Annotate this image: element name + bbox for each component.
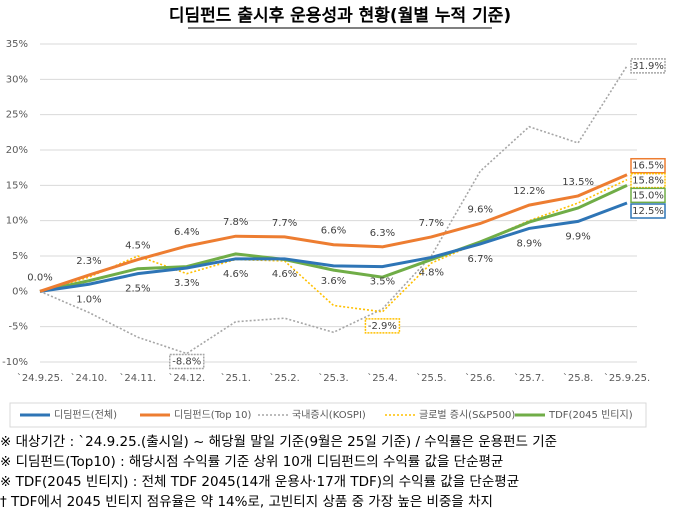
- data-label: 2.3%: [76, 256, 101, 267]
- series-line: [39, 173, 628, 293]
- y-tick-label: -5%: [9, 322, 28, 333]
- data-label: 4.6%: [272, 269, 297, 280]
- x-tick-label: `25.8.: [563, 372, 593, 384]
- data-label: 6.6%: [321, 226, 346, 237]
- label-box: [169, 353, 205, 370]
- data-label: 3.6%: [321, 276, 346, 287]
- data-label: 7.7%: [272, 218, 297, 229]
- x-tick-label: `24.10.: [71, 372, 108, 384]
- y-tick-label: 25%: [6, 110, 28, 121]
- label-box: [364, 318, 401, 334]
- data-label: 3.3%: [174, 278, 199, 289]
- x-tick-label: `25.2.: [269, 372, 299, 384]
- data-label: 6.7%: [468, 254, 493, 265]
- series-line: [39, 201, 628, 293]
- legend-label: 글로벌 증시(S&P500): [419, 409, 515, 421]
- y-tick-label: 0%: [12, 286, 28, 297]
- data-label: 31.9%: [632, 61, 664, 72]
- label-box: [630, 58, 666, 74]
- series-line: [39, 178, 628, 313]
- data-label: 15.8%: [632, 176, 664, 187]
- footnote: † TDF에서 2045 빈티지 점유율은 약 14%로, 고빈티지 상품 중 …: [0, 494, 493, 510]
- data-label: 8.9%: [516, 238, 541, 249]
- chart-title: 디딤펀드 출시후 운용성과 현황(월별 누적 기준): [169, 5, 511, 26]
- data-label: 4.5%: [125, 241, 150, 252]
- data-label: 6.3%: [370, 228, 395, 239]
- label-box: [630, 187, 666, 204]
- legend-box: [9, 402, 647, 428]
- series-line: [39, 65, 628, 355]
- data-label: -2.9%: [368, 321, 397, 332]
- data-label: 4.6%: [223, 269, 248, 280]
- x-tick-label: `25.3.: [318, 372, 348, 384]
- data-label: 7.8%: [223, 217, 248, 228]
- data-label: 3.5%: [370, 277, 395, 288]
- data-label: 16.5%: [632, 161, 664, 172]
- x-tick-label: `24.9.25.: [17, 372, 63, 384]
- data-label: 9.6%: [468, 204, 493, 215]
- y-tick-label: 20%: [6, 145, 28, 156]
- x-tick-label: `25.1.: [220, 372, 250, 384]
- x-tick-label: `25.4.: [367, 372, 397, 384]
- data-label: 1.0%: [76, 294, 101, 305]
- legend-label: 디딤펀드(Top 10): [174, 409, 251, 421]
- y-tick-label: 5%: [12, 251, 28, 262]
- data-label: 15.0%: [632, 190, 664, 201]
- legend-label: TDF(2045 빈티지): [548, 409, 633, 421]
- data-label: 13.5%: [562, 177, 594, 188]
- x-tick-label: `25.7.: [514, 372, 544, 384]
- y-tick-label: 35%: [6, 39, 28, 50]
- footnote: ※ 대상기간 : `24.9.25.(출시일) ~ 해당월 말일 기준(9월은 …: [0, 434, 557, 450]
- footnote: ※ 디딤펀드(Top10) : 해당시점 수익률 기준 상위 10개 디딤펀드의…: [0, 454, 503, 470]
- legend-label: 국내증시(KOSPI): [292, 409, 366, 421]
- y-tick-label: 10%: [6, 216, 28, 227]
- label-box: [630, 157, 666, 174]
- data-label: -8.8%: [172, 357, 201, 368]
- y-tick-label: 15%: [6, 180, 28, 191]
- y-tick-label: 30%: [6, 74, 28, 85]
- data-label: 6.4%: [174, 227, 199, 238]
- data-label: 4.8%: [419, 267, 444, 278]
- data-label: 7.7%: [419, 218, 444, 229]
- x-tick-label: `24.12.: [168, 372, 205, 384]
- data-label: 0.0%: [27, 272, 52, 283]
- data-label: 9.9%: [565, 231, 590, 242]
- x-tick-label: `25.6.: [465, 372, 495, 384]
- y-tick-label: -10%: [2, 357, 28, 368]
- legend-label: 디딤펀드(전체): [54, 409, 117, 421]
- data-label: 2.5%: [125, 284, 150, 295]
- x-tick-label: `25.9.25.: [604, 372, 650, 384]
- data-label: 12.2%: [513, 186, 545, 197]
- x-tick-label: `24.11.: [119, 372, 156, 384]
- data-label: 12.5%: [632, 206, 664, 217]
- series-line: [39, 183, 628, 293]
- footnote: ※ TDF(2045 빈티지) : 전체 TDF 2045(14개 운용사·17…: [0, 474, 519, 490]
- x-tick-label: `25.5.: [416, 372, 446, 384]
- label-box: [630, 203, 666, 219]
